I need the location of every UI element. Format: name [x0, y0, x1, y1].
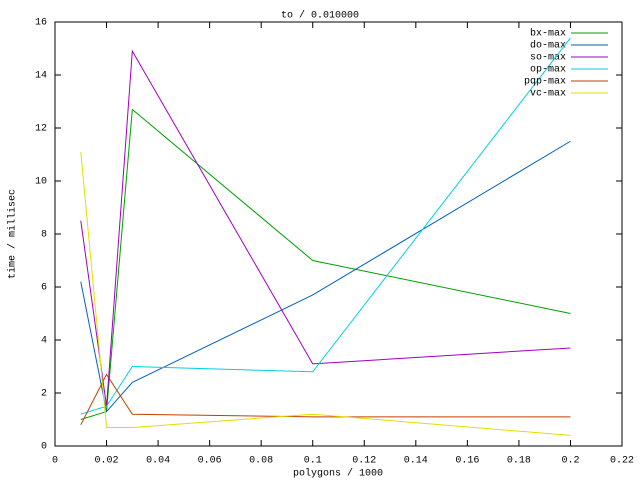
x-tick-label: 0.18 [507, 456, 531, 467]
x-tick-label: 0.16 [455, 456, 479, 467]
legend-label: pqp-max [524, 77, 566, 88]
series-line [80, 108, 571, 420]
x-tick-label: 0.1 [304, 456, 322, 467]
x-tick-label: 0.22 [610, 456, 634, 467]
chart-title: to / 0.010000 [281, 10, 359, 22]
x-tick-label: 0.02 [95, 456, 119, 467]
legend-label: vc-max [530, 89, 566, 100]
legend-label: bx-max [530, 28, 566, 40]
y-tick-label: 8 [41, 230, 47, 241]
series-line [80, 49, 571, 407]
legend-label: do-max [530, 40, 566, 52]
series-line [80, 151, 571, 436]
x-tick-label: 0.08 [249, 456, 273, 467]
y-tick-label: 14 [35, 71, 47, 82]
y-axis-label: time / millisec [7, 189, 19, 279]
x-tick-label: 0.04 [146, 456, 170, 467]
x-tick-label: 0 [52, 456, 58, 467]
y-tick-label: 16 [35, 18, 47, 29]
legend-label: op-max [530, 65, 566, 76]
series-line [80, 140, 571, 413]
y-tick-label: 4 [41, 336, 47, 347]
series-line [80, 373, 571, 426]
y-tick-label: 10 [35, 177, 47, 188]
y-tick-label: 12 [35, 124, 47, 135]
series-line [80, 37, 571, 415]
x-axis-label: polygons / 1000 [293, 468, 383, 480]
x-tick-label: 0.2 [561, 456, 579, 467]
y-tick-label: 2 [41, 389, 47, 400]
x-tick-label: 0.06 [198, 456, 222, 467]
x-tick-label: 0.14 [404, 456, 428, 467]
y-tick-label: 0 [41, 442, 47, 453]
x-tick-label: 0.12 [352, 456, 376, 467]
legend-label: so-max [530, 53, 566, 64]
y-tick-label: 6 [41, 283, 47, 294]
